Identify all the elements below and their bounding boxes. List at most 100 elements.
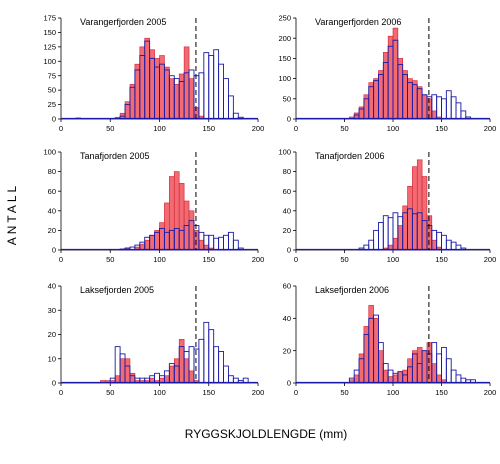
panel-title: Laksefjorden 2005 (80, 285, 154, 295)
bar-series-a (373, 318, 379, 384)
bar-series-b (441, 98, 447, 120)
x-tick-label: 0 (59, 255, 63, 264)
y-tick-label: 150 (43, 28, 56, 37)
y-tick-label: 175 (43, 14, 56, 23)
bar-series-a (407, 186, 413, 251)
bar-series-b (455, 102, 462, 120)
bar-series-b (373, 229, 379, 251)
y-tick-label: 25 (48, 100, 56, 109)
bar-series-a (407, 358, 413, 384)
y-tick-label: 40 (283, 206, 291, 215)
bar-series-a (188, 370, 195, 384)
x-tick-label: 200 (484, 255, 497, 264)
x-tick-label: 50 (340, 388, 348, 397)
bar-series-a (392, 237, 399, 251)
x-tick-label: 150 (435, 255, 448, 264)
x-axis-label: RYGGSKJOLDLENGDE (mm) (185, 427, 347, 441)
y-tick-label: 10 (48, 354, 56, 363)
bar-series-b (198, 338, 205, 384)
bar-series-a (392, 374, 399, 384)
bar-series-b (227, 231, 234, 251)
bar-series-b (368, 239, 375, 251)
x-tick-label: 0 (294, 255, 298, 264)
y-tick-label: 20 (48, 330, 56, 339)
y-tick-label: 40 (283, 314, 291, 323)
bar-series-b (450, 369, 457, 384)
x-tick-label: 200 (484, 388, 497, 397)
panel-title: Varangerfjorden 2006 (315, 17, 401, 27)
x-tick-label: 50 (340, 255, 348, 264)
bar-series-b (223, 78, 229, 120)
panel-2: 0 50 100 150 200 250 0 50 100 150 200 Varangerfjord… (278, 14, 496, 133)
bar-series-a (392, 27, 399, 120)
bar-series-b (460, 110, 467, 120)
bar-series-b (213, 346, 220, 384)
bar-series-b (382, 215, 389, 251)
bar-series-a (124, 358, 131, 384)
bar-series-a (402, 70, 408, 120)
x-tick-label: 100 (153, 388, 166, 397)
y-tick-label: 30 (48, 306, 56, 315)
y-tick-label: 75 (48, 71, 56, 80)
y-tick-label: 100 (278, 148, 291, 157)
bar-series-a (412, 166, 418, 251)
panel-3: 0 20 40 60 80 100 0 50 100 150 200 Tanafjorden 2005 (43, 148, 264, 264)
bar-series-a (169, 176, 175, 251)
x-tick-label: 0 (294, 388, 298, 397)
panel-1: 0 25 50 75 100 125 150 175 0 50 100 150 200 Varangerf… (43, 14, 264, 133)
bar-series-a (412, 350, 418, 384)
bar-series-b (441, 346, 447, 384)
bar-series-a (169, 365, 175, 384)
bar-series-b (455, 374, 462, 384)
y-tick-label: 0 (287, 115, 291, 124)
x-tick-label: 0 (59, 124, 63, 133)
y-tick-label: 125 (43, 42, 56, 51)
y-tick-label: 250 (278, 14, 291, 23)
bar-series-a (129, 84, 136, 120)
bar-series-a (173, 171, 180, 251)
bar-series-b (223, 234, 229, 251)
x-tick-label: 50 (106, 255, 114, 264)
bar-series-a (353, 374, 360, 384)
bar-series-b (208, 55, 215, 120)
panel-title: Tanafjorden 2006 (315, 151, 385, 161)
bar-series-a (178, 339, 185, 384)
y-tick-label: 100 (43, 57, 56, 66)
y-tick-label: 80 (283, 167, 291, 176)
panel-title: Laksefjorden 2006 (315, 285, 389, 295)
bar-series-b (445, 358, 452, 384)
x-tick-label: 100 (387, 124, 400, 133)
x-tick-label: 100 (387, 255, 400, 264)
x-tick-label: 100 (153, 255, 166, 264)
bar-series-a (421, 350, 428, 384)
bar-series-a (416, 86, 423, 120)
bar-series-a (188, 78, 195, 120)
x-tick-label: 0 (294, 124, 298, 133)
x-tick-label: 150 (202, 124, 215, 133)
y-tick-label: 0 (287, 379, 291, 388)
panel-title: Varangerfjorden 2005 (80, 17, 166, 27)
bar-series-b (450, 241, 457, 251)
bar-series-a (178, 73, 185, 120)
y-tick-label: 50 (283, 94, 291, 103)
bar-series-b (218, 236, 224, 251)
y-tick-label: 0 (52, 379, 56, 388)
y-tick-label: 100 (43, 148, 56, 157)
bar-series-a (397, 58, 404, 120)
bar-series-a (164, 66, 170, 120)
bar-series-b (450, 96, 457, 120)
bar-series-a (183, 46, 190, 120)
bar-series-a (173, 84, 180, 120)
bar-series-a (188, 210, 195, 251)
bar-series-a (416, 347, 423, 384)
bar-series-b (218, 63, 224, 120)
bar-series-a (159, 55, 165, 120)
bar-series-b (232, 239, 239, 251)
bar-series-b (203, 52, 210, 120)
y-tick-label: 0 (52, 115, 56, 124)
bar-series-a (144, 37, 150, 120)
bar-series-a (431, 239, 437, 251)
bar-series-a (382, 369, 389, 384)
bar-series-b (441, 234, 447, 251)
x-tick-label: 200 (252, 124, 265, 133)
